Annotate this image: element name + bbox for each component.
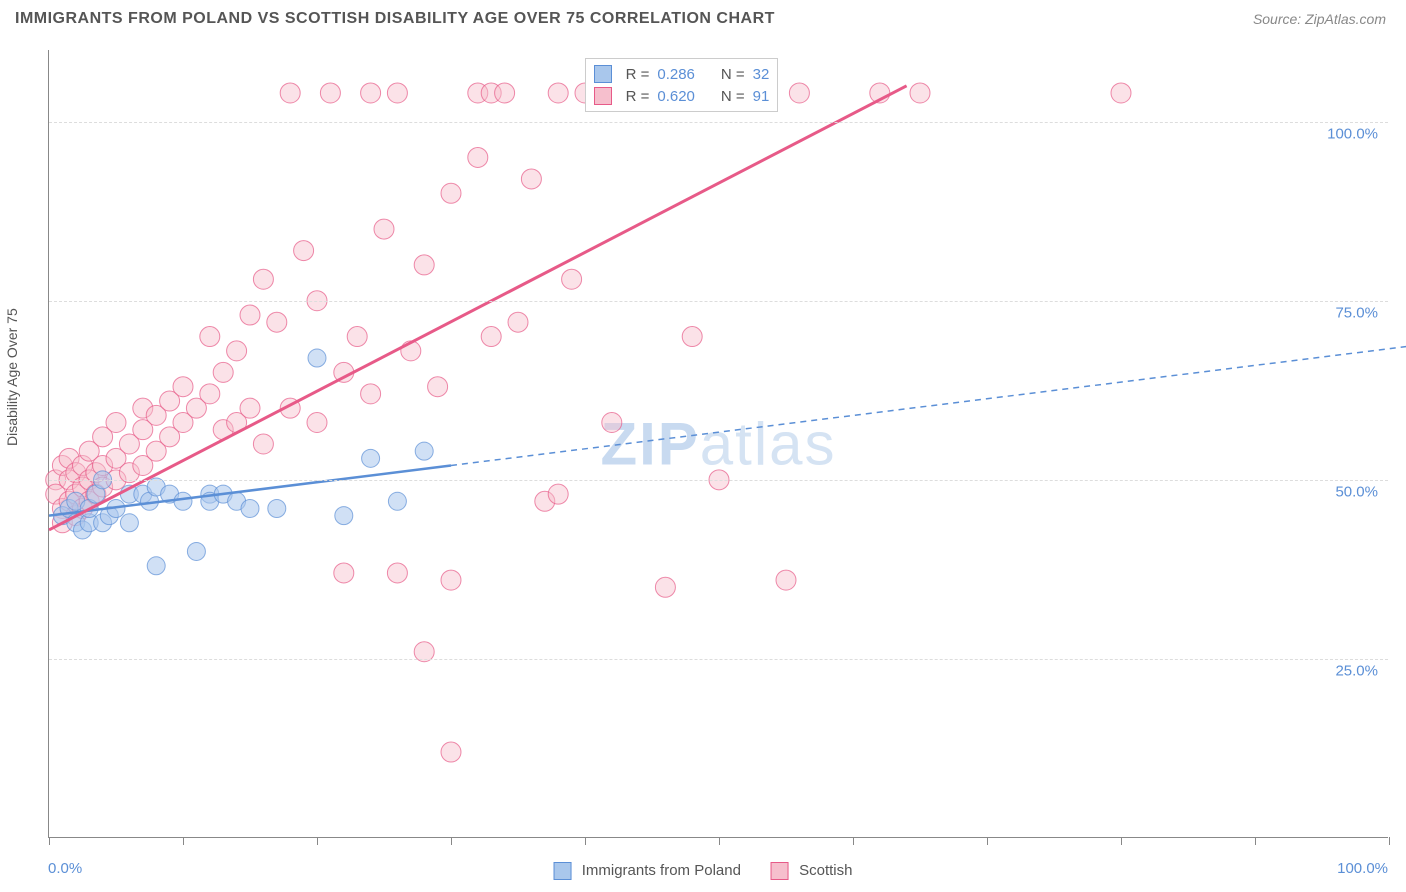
x-tick bbox=[987, 837, 988, 845]
x-axis-min-label: 0.0% bbox=[48, 860, 82, 877]
source-attribution: Source: ZipAtlas.com bbox=[1253, 11, 1386, 27]
r-value-scottish: 0.620 bbox=[657, 88, 695, 105]
plot-area bbox=[49, 50, 1389, 838]
r-label: R = bbox=[626, 66, 650, 83]
x-tick bbox=[1255, 837, 1256, 845]
gridline bbox=[49, 659, 1388, 660]
x-tick bbox=[585, 837, 586, 845]
gridline bbox=[49, 301, 1388, 302]
gridline bbox=[49, 122, 1388, 123]
chart-title: IMMIGRANTS FROM POLAND VS SCOTTISH DISAB… bbox=[15, 10, 775, 28]
legend-item-poland: Immigrants from Poland bbox=[554, 862, 741, 880]
y-axis-title: Disability Age Over 75 bbox=[4, 308, 20, 446]
scottish-swatch-icon bbox=[771, 862, 789, 880]
correlation-legend: R = 0.286 N = 32 R = 0.620 N = 91 bbox=[585, 58, 779, 112]
x-tick bbox=[451, 837, 452, 845]
poland-swatch-icon bbox=[594, 65, 612, 83]
x-tick bbox=[719, 837, 720, 845]
legend-row-poland: R = 0.286 N = 32 bbox=[594, 63, 770, 85]
r-label: R = bbox=[626, 88, 650, 105]
n-value-poland: 32 bbox=[753, 66, 770, 83]
x-tick bbox=[183, 837, 184, 845]
y-tick-label: 50.0% bbox=[1335, 483, 1378, 500]
r-value-poland: 0.286 bbox=[657, 66, 695, 83]
gridline bbox=[49, 480, 1388, 481]
poland-swatch-icon bbox=[554, 862, 572, 880]
legend-label-poland: Immigrants from Poland bbox=[582, 862, 741, 879]
y-tick-label: 25.0% bbox=[1335, 662, 1378, 679]
legend-row-scottish: R = 0.620 N = 91 bbox=[594, 85, 770, 107]
series-legend: Immigrants from Poland Scottish bbox=[554, 862, 853, 880]
x-tick bbox=[1121, 837, 1122, 845]
x-axis-max-label: 100.0% bbox=[1337, 860, 1388, 877]
n-value-scottish: 91 bbox=[753, 88, 770, 105]
x-tick bbox=[317, 837, 318, 845]
n-label: N = bbox=[721, 66, 745, 83]
legend-label-scottish: Scottish bbox=[799, 862, 852, 879]
n-label: N = bbox=[721, 88, 745, 105]
scatter-chart: ZIPatlas R = 0.286 N = 32 R = 0.620 N = … bbox=[48, 50, 1388, 838]
legend-item-scottish: Scottish bbox=[771, 862, 853, 880]
y-tick-label: 75.0% bbox=[1335, 304, 1378, 321]
x-tick bbox=[1389, 837, 1390, 845]
y-tick-label: 100.0% bbox=[1327, 125, 1378, 142]
scottish-swatch-icon bbox=[594, 87, 612, 105]
x-tick bbox=[49, 837, 50, 845]
x-tick bbox=[853, 837, 854, 845]
